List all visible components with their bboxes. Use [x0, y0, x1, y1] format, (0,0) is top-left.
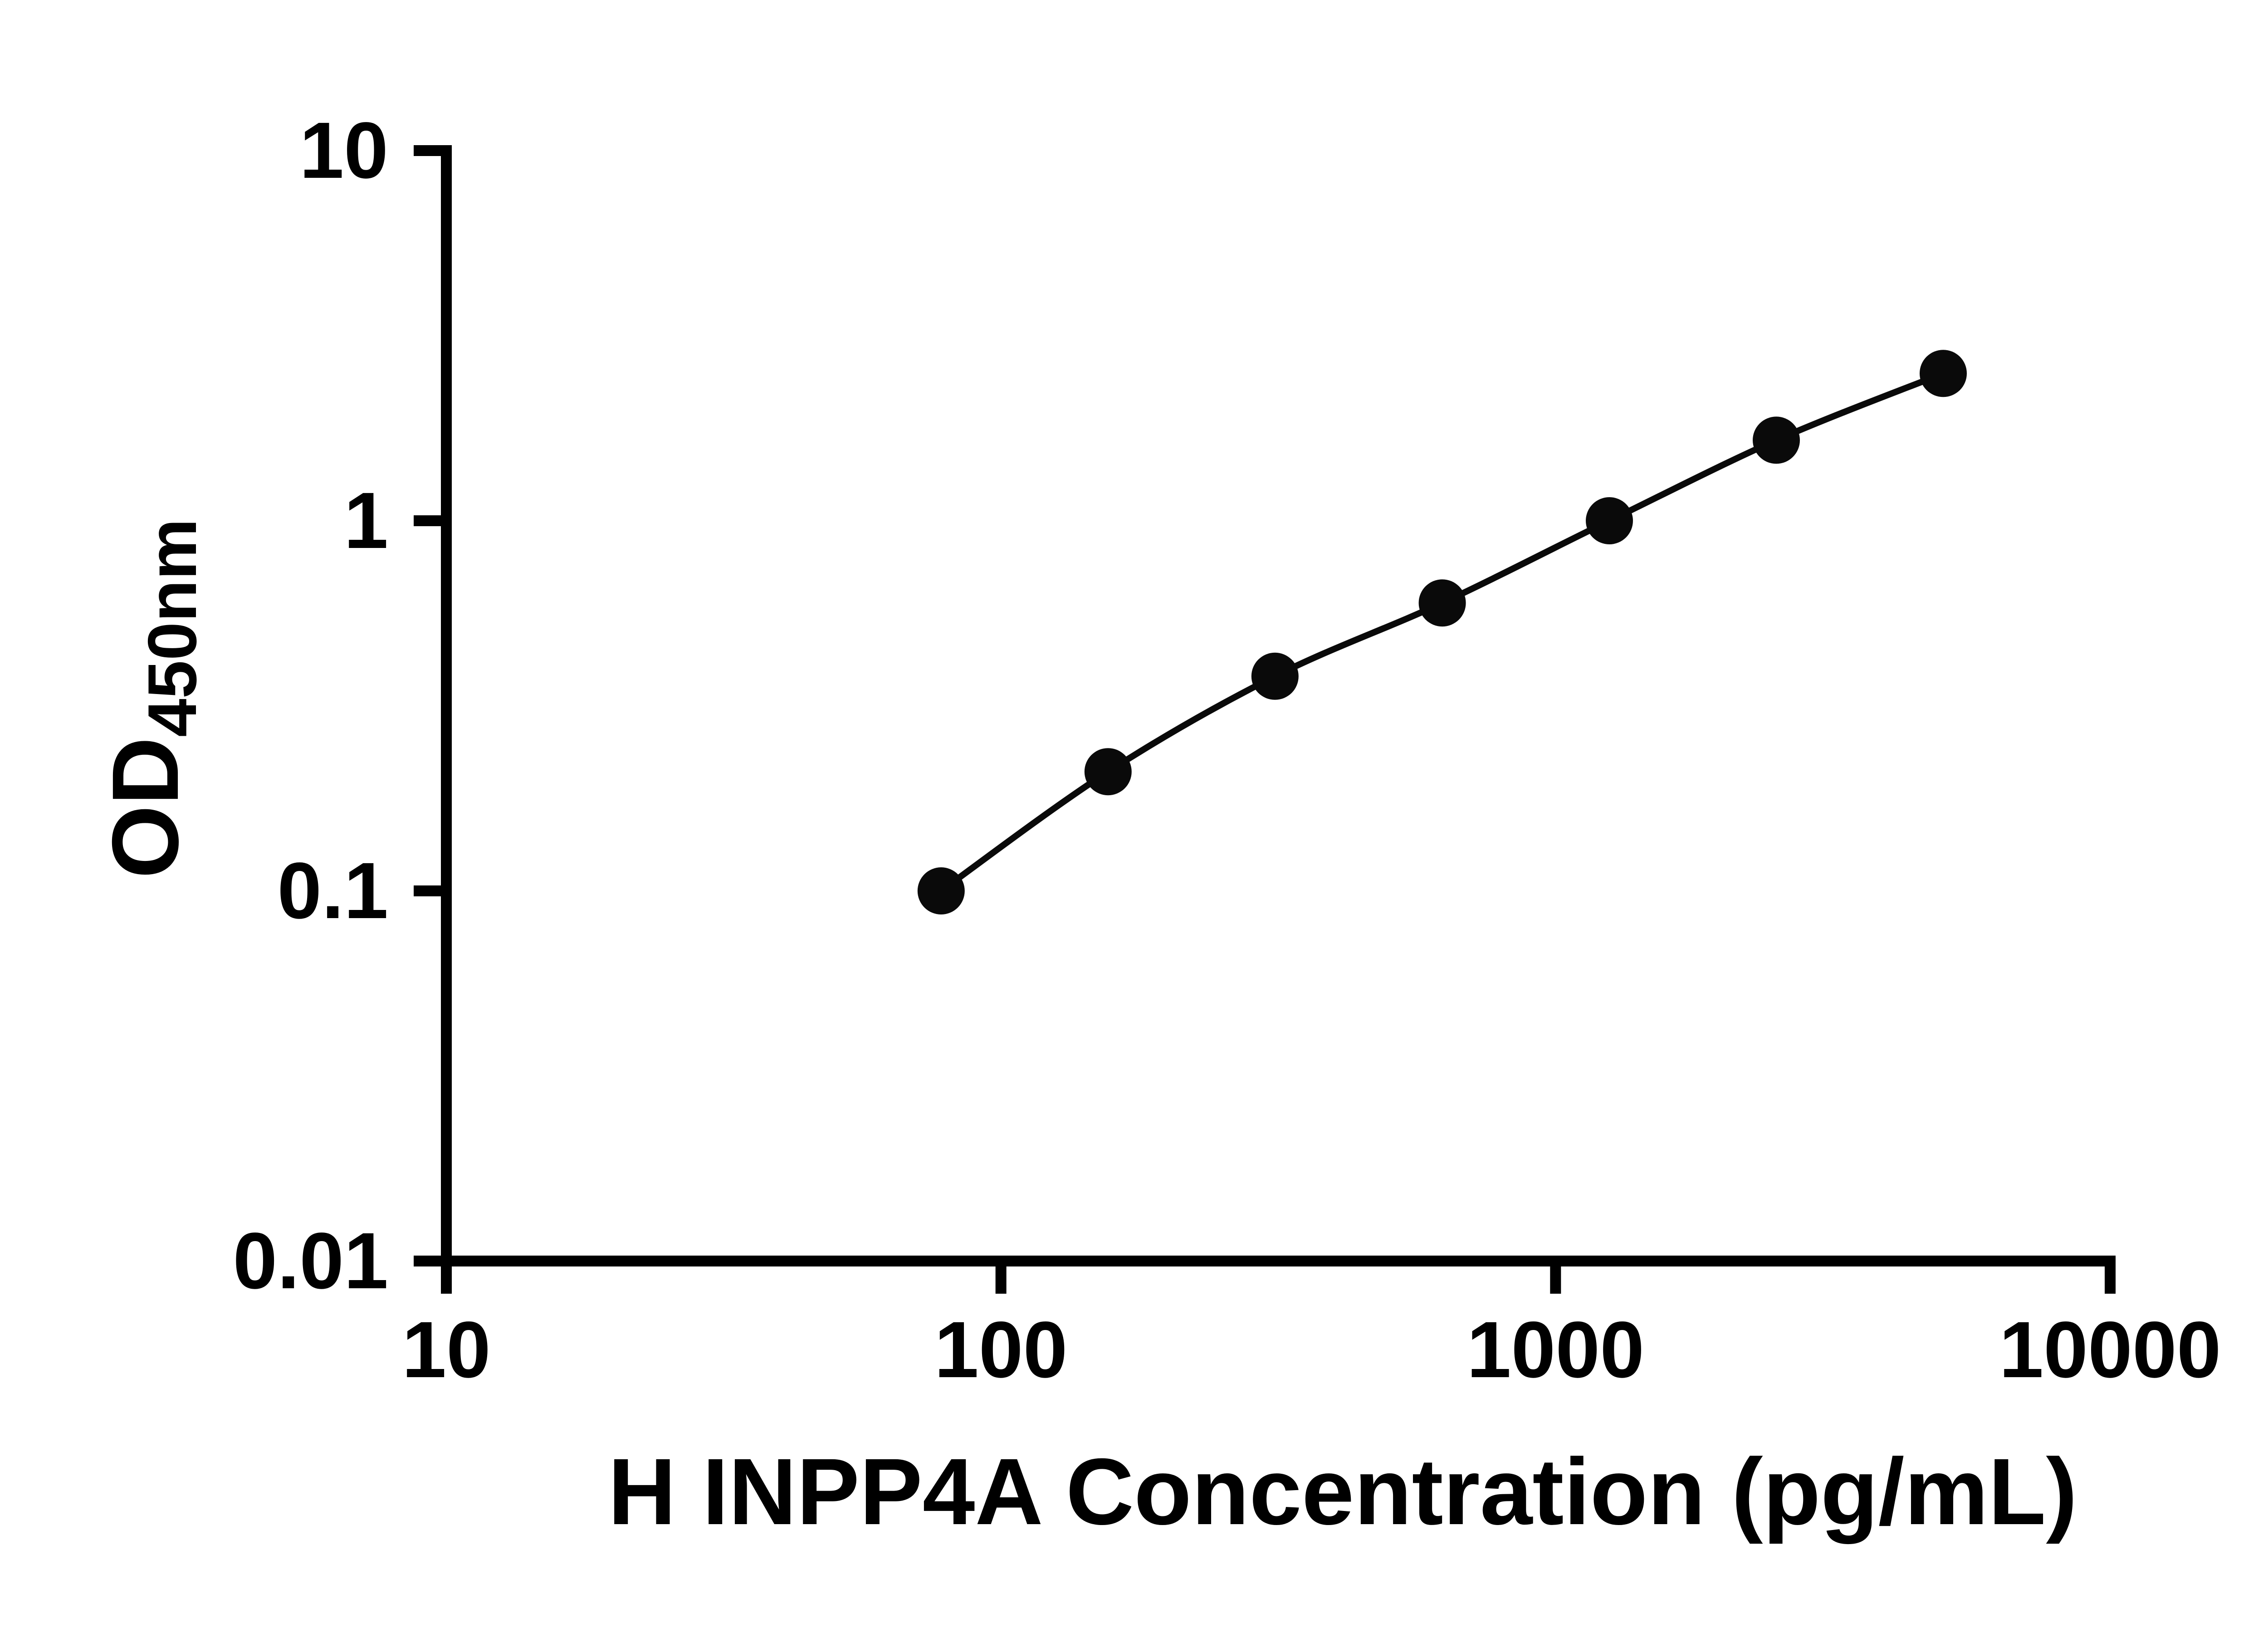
data-point [1753, 416, 1800, 464]
plot-area: 0.01 0.1 1 10 10 100 1000 10000 [233, 106, 2221, 1394]
data-point [1418, 579, 1466, 627]
axes [441, 145, 2116, 1266]
x-tick-label: 10000 [1999, 1305, 2221, 1394]
y-axis-title: OD450nm [93, 518, 211, 879]
y-axis-title-main: OD [93, 737, 198, 879]
data-point [917, 867, 965, 914]
y-tick-label: 1 [344, 476, 388, 565]
x-tick-label: 100 [934, 1305, 1068, 1394]
y-tick-label: 0.1 [277, 846, 388, 935]
data-point [1084, 748, 1132, 796]
y-axis-title-subscript: 450nm [134, 518, 211, 737]
x-tick-label: 10 [402, 1305, 491, 1394]
y-tick-label: 0.01 [233, 1217, 388, 1305]
x-tick-label: 1000 [1467, 1305, 1645, 1394]
y-tick-label: 10 [299, 106, 388, 195]
data-point [1920, 350, 1967, 397]
data-point [1251, 652, 1299, 700]
data-point [1586, 497, 1633, 544]
x-axis-title: H INPP4A Concentration (pg/mL) [608, 1439, 2077, 1545]
